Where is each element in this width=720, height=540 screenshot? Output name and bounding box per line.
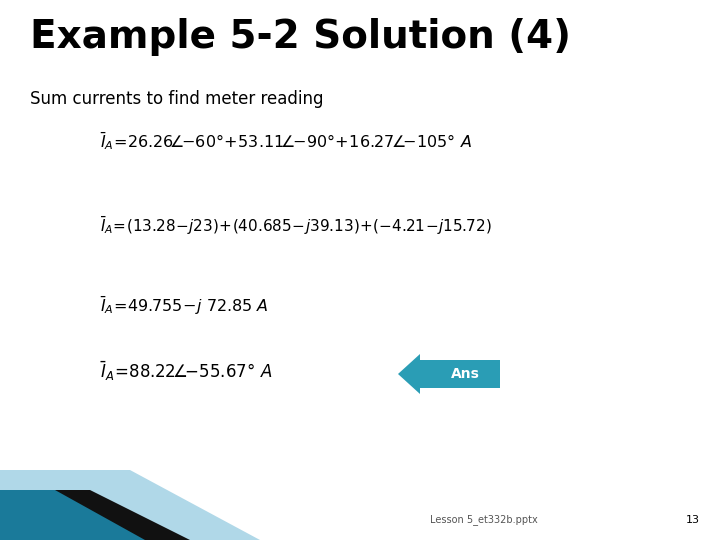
Text: Ans: Ans: [451, 367, 480, 381]
Text: $\bar{I}_A\!=\!88.22\!\angle\!{-55.67°}\ A$: $\bar{I}_A\!=\!88.22\!\angle\!{-55.67°}\…: [100, 360, 272, 383]
Text: 13: 13: [686, 515, 700, 525]
Text: $\bar{I}_A\!=\!49.755\!-\!j\ 72.85\ A$: $\bar{I}_A\!=\!49.755\!-\!j\ 72.85\ A$: [100, 295, 269, 317]
Polygon shape: [0, 490, 190, 540]
Polygon shape: [0, 490, 145, 540]
FancyBboxPatch shape: [420, 360, 500, 388]
Text: $\bar{I}_A\!=\!26.26\!\angle\!{-60°}\!+\!53.11\!\angle\!{-90°}\!+\!16.27\!\angle: $\bar{I}_A\!=\!26.26\!\angle\!{-60°}\!+\…: [100, 130, 472, 152]
Polygon shape: [398, 354, 420, 394]
Text: Lesson 5_et332b.pptx: Lesson 5_et332b.pptx: [430, 514, 538, 525]
Polygon shape: [0, 470, 260, 540]
Text: $\bar{I}_A\!=\!(13.28\!-\!j23)\!+\!(40.685\!-\!j39.13)\!+\!(-4.21\!-\!j15.72)$: $\bar{I}_A\!=\!(13.28\!-\!j23)\!+\!(40.6…: [100, 215, 492, 237]
Text: Sum currents to find meter reading: Sum currents to find meter reading: [30, 90, 323, 108]
Text: Example 5-2 Solution (4): Example 5-2 Solution (4): [30, 18, 571, 56]
